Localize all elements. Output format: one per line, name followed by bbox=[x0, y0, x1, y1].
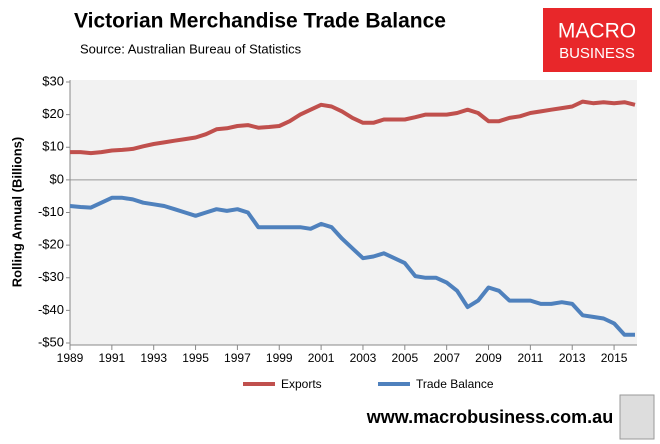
y-tick-label: $30 bbox=[42, 73, 64, 88]
series-line bbox=[69, 195, 635, 337]
logo-text: MACRO bbox=[558, 20, 636, 43]
legend-label: Trade Balance bbox=[416, 377, 494, 391]
logo-icon bbox=[619, 394, 655, 440]
logo-box bbox=[543, 8, 652, 72]
x-tick-label: 2005 bbox=[391, 351, 418, 365]
plot-area bbox=[70, 80, 637, 345]
y-tick-label: $0 bbox=[50, 171, 64, 186]
x-tick-label: 1989 bbox=[57, 351, 84, 365]
y-tick-label: -$10 bbox=[38, 204, 64, 219]
series-line bbox=[70, 99, 636, 156]
y-tick-label: -$30 bbox=[38, 269, 64, 284]
x-tick-label: 1997 bbox=[224, 351, 251, 365]
footer: www.macrobusiness.com.au bbox=[366, 407, 613, 427]
chart-subtitle: Source: Australian Bureau of Statistics bbox=[80, 41, 302, 56]
logo-text: BUSINESS bbox=[559, 45, 635, 62]
x-tick-label: 2007 bbox=[433, 351, 460, 365]
x-tick-label: 1995 bbox=[182, 351, 209, 365]
x-tick-label: 2003 bbox=[350, 351, 377, 365]
y-tick-label: -$20 bbox=[38, 237, 64, 252]
y-tick-label: -$50 bbox=[38, 334, 64, 349]
y-tick-label: $20 bbox=[42, 106, 64, 121]
x-tick-label: 2015 bbox=[601, 351, 628, 365]
x-tick-label: 2013 bbox=[559, 351, 586, 365]
y-tick-label: $10 bbox=[42, 139, 64, 154]
x-tick-label: 1993 bbox=[140, 351, 167, 365]
chart-title: Victorian Merchandise Trade Balance bbox=[74, 10, 446, 33]
x-tick-label: 2011 bbox=[517, 351, 543, 365]
x-tick-label: 1991 bbox=[99, 351, 126, 365]
x-tick-label: 2009 bbox=[475, 351, 502, 365]
y-tick-label: -$40 bbox=[38, 302, 64, 317]
x-tick-label: 2001 bbox=[308, 351, 335, 365]
x-tick-label: 1999 bbox=[266, 351, 293, 365]
legend-label: Exports bbox=[281, 377, 322, 391]
y-axis-label: Rolling Annual (Billions) bbox=[9, 137, 24, 287]
